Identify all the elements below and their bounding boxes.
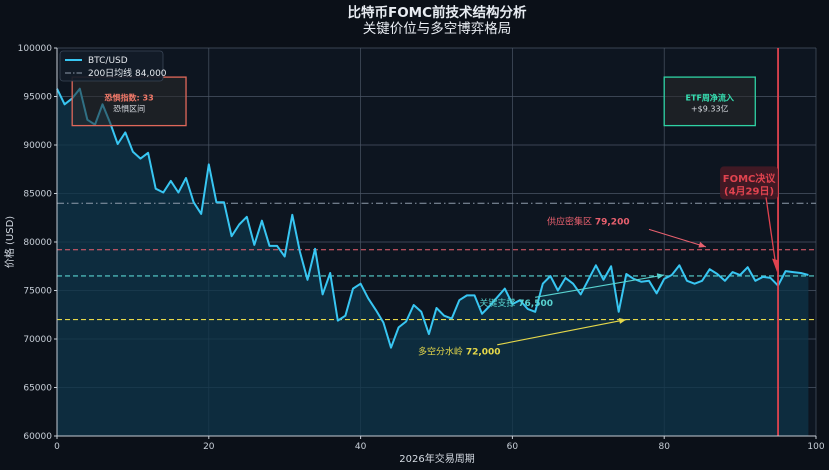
x-tick-label: 100 bbox=[807, 442, 824, 452]
x-tick-label: 40 bbox=[355, 442, 367, 452]
y-tick-label: 90000 bbox=[23, 141, 52, 151]
legend-label-ma200: 200日均线 84,000 bbox=[88, 67, 167, 79]
fomc-label-box bbox=[720, 166, 779, 200]
annotation-arrowhead bbox=[618, 317, 627, 324]
y-tick-label: 60000 bbox=[23, 432, 52, 442]
level-annotation: 供应密集区 79,200 bbox=[547, 216, 630, 228]
fomc-arrow bbox=[765, 197, 777, 268]
annotation-box-value: 恐惧区间 bbox=[113, 103, 145, 113]
key-levels bbox=[57, 202, 816, 321]
chart-title: 比特币FOMC前技术结构分析 bbox=[347, 4, 527, 21]
x-axis-ticks: 0 20 40 60 80 100 bbox=[54, 436, 825, 452]
level-annotation: 多空分水岭 72,000 bbox=[418, 346, 501, 358]
legend-box bbox=[59, 50, 164, 82]
annotation-arrowhead bbox=[698, 241, 706, 248]
x-tick-label: 60 bbox=[507, 442, 519, 452]
legend: BTC/USD 200日均线 84,000 bbox=[59, 50, 167, 82]
x-tick-label: 80 bbox=[658, 442, 670, 452]
y-axis-ticks: 60000 65000 70000 75000 80000 85000 90000 95000… bbox=[18, 44, 57, 442]
annotation-box-title: ETF周净流入 bbox=[686, 92, 734, 102]
annotation-arrow bbox=[648, 228, 707, 248]
fomc-label: FOMC决议 bbox=[723, 172, 777, 185]
annotation-box-title: 恐惧指数: 33 bbox=[105, 92, 154, 102]
y-tick-label: 70000 bbox=[23, 335, 52, 345]
chart-subtitle: 关键价位与多空博弈格局 bbox=[363, 20, 512, 37]
annotation-arrow bbox=[497, 319, 627, 346]
price-area-fill bbox=[57, 88, 809, 436]
legend-label-btc: BTC/USD bbox=[88, 56, 128, 66]
fomc-arrowhead bbox=[772, 258, 779, 273]
y-tick-label: 80000 bbox=[23, 238, 52, 248]
x-axis-label: 2026年交易周期 bbox=[399, 452, 474, 465]
annotation-box-value: +$9.33亿 bbox=[691, 103, 729, 113]
y-tick-label: 75000 bbox=[23, 287, 52, 297]
annotation-arrow bbox=[535, 274, 665, 298]
y-tick-label: 100000 bbox=[18, 44, 53, 54]
x-tick-label: 20 bbox=[203, 442, 215, 452]
btc-price-line bbox=[56, 87, 809, 349]
annotation-box bbox=[663, 76, 756, 127]
annotation-box bbox=[71, 76, 187, 127]
level-annotation: 关键支撑 76,500 bbox=[479, 297, 553, 309]
y-tick-label: 65000 bbox=[23, 384, 52, 394]
fomc-marker: FOMC决议(4月29日) bbox=[720, 48, 779, 436]
y-tick-label: 95000 bbox=[23, 93, 52, 103]
fomc-date: (4月29日) bbox=[724, 185, 774, 197]
annotation-arrowhead bbox=[656, 273, 665, 280]
y-tick-label: 85000 bbox=[23, 190, 52, 200]
y-axis-label: 价格 (USD) bbox=[3, 216, 16, 268]
level-annotations: 供应密集区 79,200 关键支撑 76,500 多空分水岭 72,000 bbox=[418, 216, 707, 358]
x-tick-label: 0 bbox=[54, 442, 60, 452]
